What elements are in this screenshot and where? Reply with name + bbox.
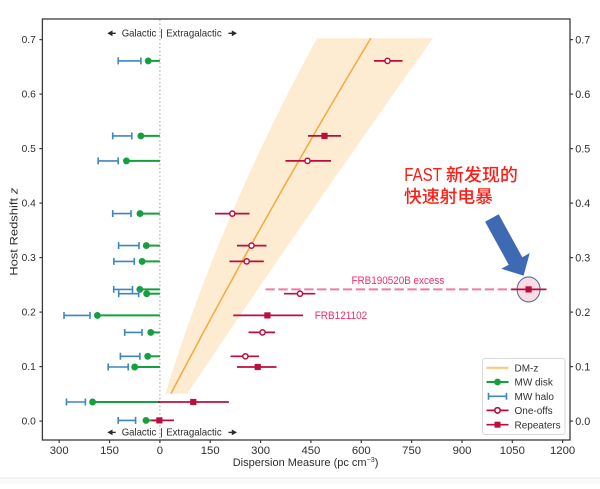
svg-text:0.7: 0.7 [22,35,36,46]
svg-text:0.3: 0.3 [575,252,590,264]
svg-text:0.4: 0.4 [22,199,36,210]
svg-text:150: 150 [100,445,119,457]
svg-text:450: 450 [301,445,320,457]
svg-text:Galactic: Galactic [122,29,157,40]
svg-text:0.2: 0.2 [575,307,590,319]
svg-text:150: 150 [201,445,220,457]
svg-text:0.1: 0.1 [575,361,590,373]
svg-text:600: 600 [352,445,371,457]
svg-text:Galactic: Galactic [122,428,157,439]
svg-text:0.5: 0.5 [22,144,36,155]
svg-text:900: 900 [453,445,472,457]
svg-text:0.4: 0.4 [575,198,590,210]
svg-text:1200: 1200 [550,445,575,457]
svg-text:MW halo: MW halo [515,392,555,403]
svg-text:0.0: 0.0 [22,417,36,428]
svg-text:|: | [160,428,163,439]
svg-text:Dispersion Measure (pc cm−3): Dispersion Measure (pc cm−3) [233,455,379,469]
svg-text:300: 300 [251,445,270,457]
svg-text:MW disk: MW disk [515,378,554,389]
svg-text:0.3: 0.3 [22,253,36,264]
svg-text:300: 300 [50,445,69,457]
svg-text:0.0: 0.0 [575,416,590,428]
svg-text:|: | [160,29,163,40]
svg-text:FRB121102: FRB121102 [315,310,368,322]
svg-text:0.6: 0.6 [22,90,36,101]
svg-text:DM-z: DM-z [515,363,539,374]
svg-text:0: 0 [157,445,163,457]
svg-text:FRB190520B excess: FRB190520B excess [352,275,445,287]
svg-text:Extragalactic: Extragalactic [166,428,222,439]
svg-text:0.6: 0.6 [575,89,590,101]
svg-text:0.7: 0.7 [575,34,590,46]
svg-text:Host Redshift z: Host Redshift z [9,187,21,276]
svg-text:0.1: 0.1 [22,362,36,373]
svg-text:Repeaters: Repeaters [515,420,561,431]
svg-text:FAST: FAST [404,164,442,185]
svg-text:One-offs: One-offs [515,406,553,417]
svg-text:0.5: 0.5 [575,143,590,155]
svg-text:0.2: 0.2 [22,308,36,319]
svg-text:1050: 1050 [500,445,525,457]
svg-text:750: 750 [402,445,421,457]
svg-text:Extragalactic: Extragalactic [166,29,222,40]
